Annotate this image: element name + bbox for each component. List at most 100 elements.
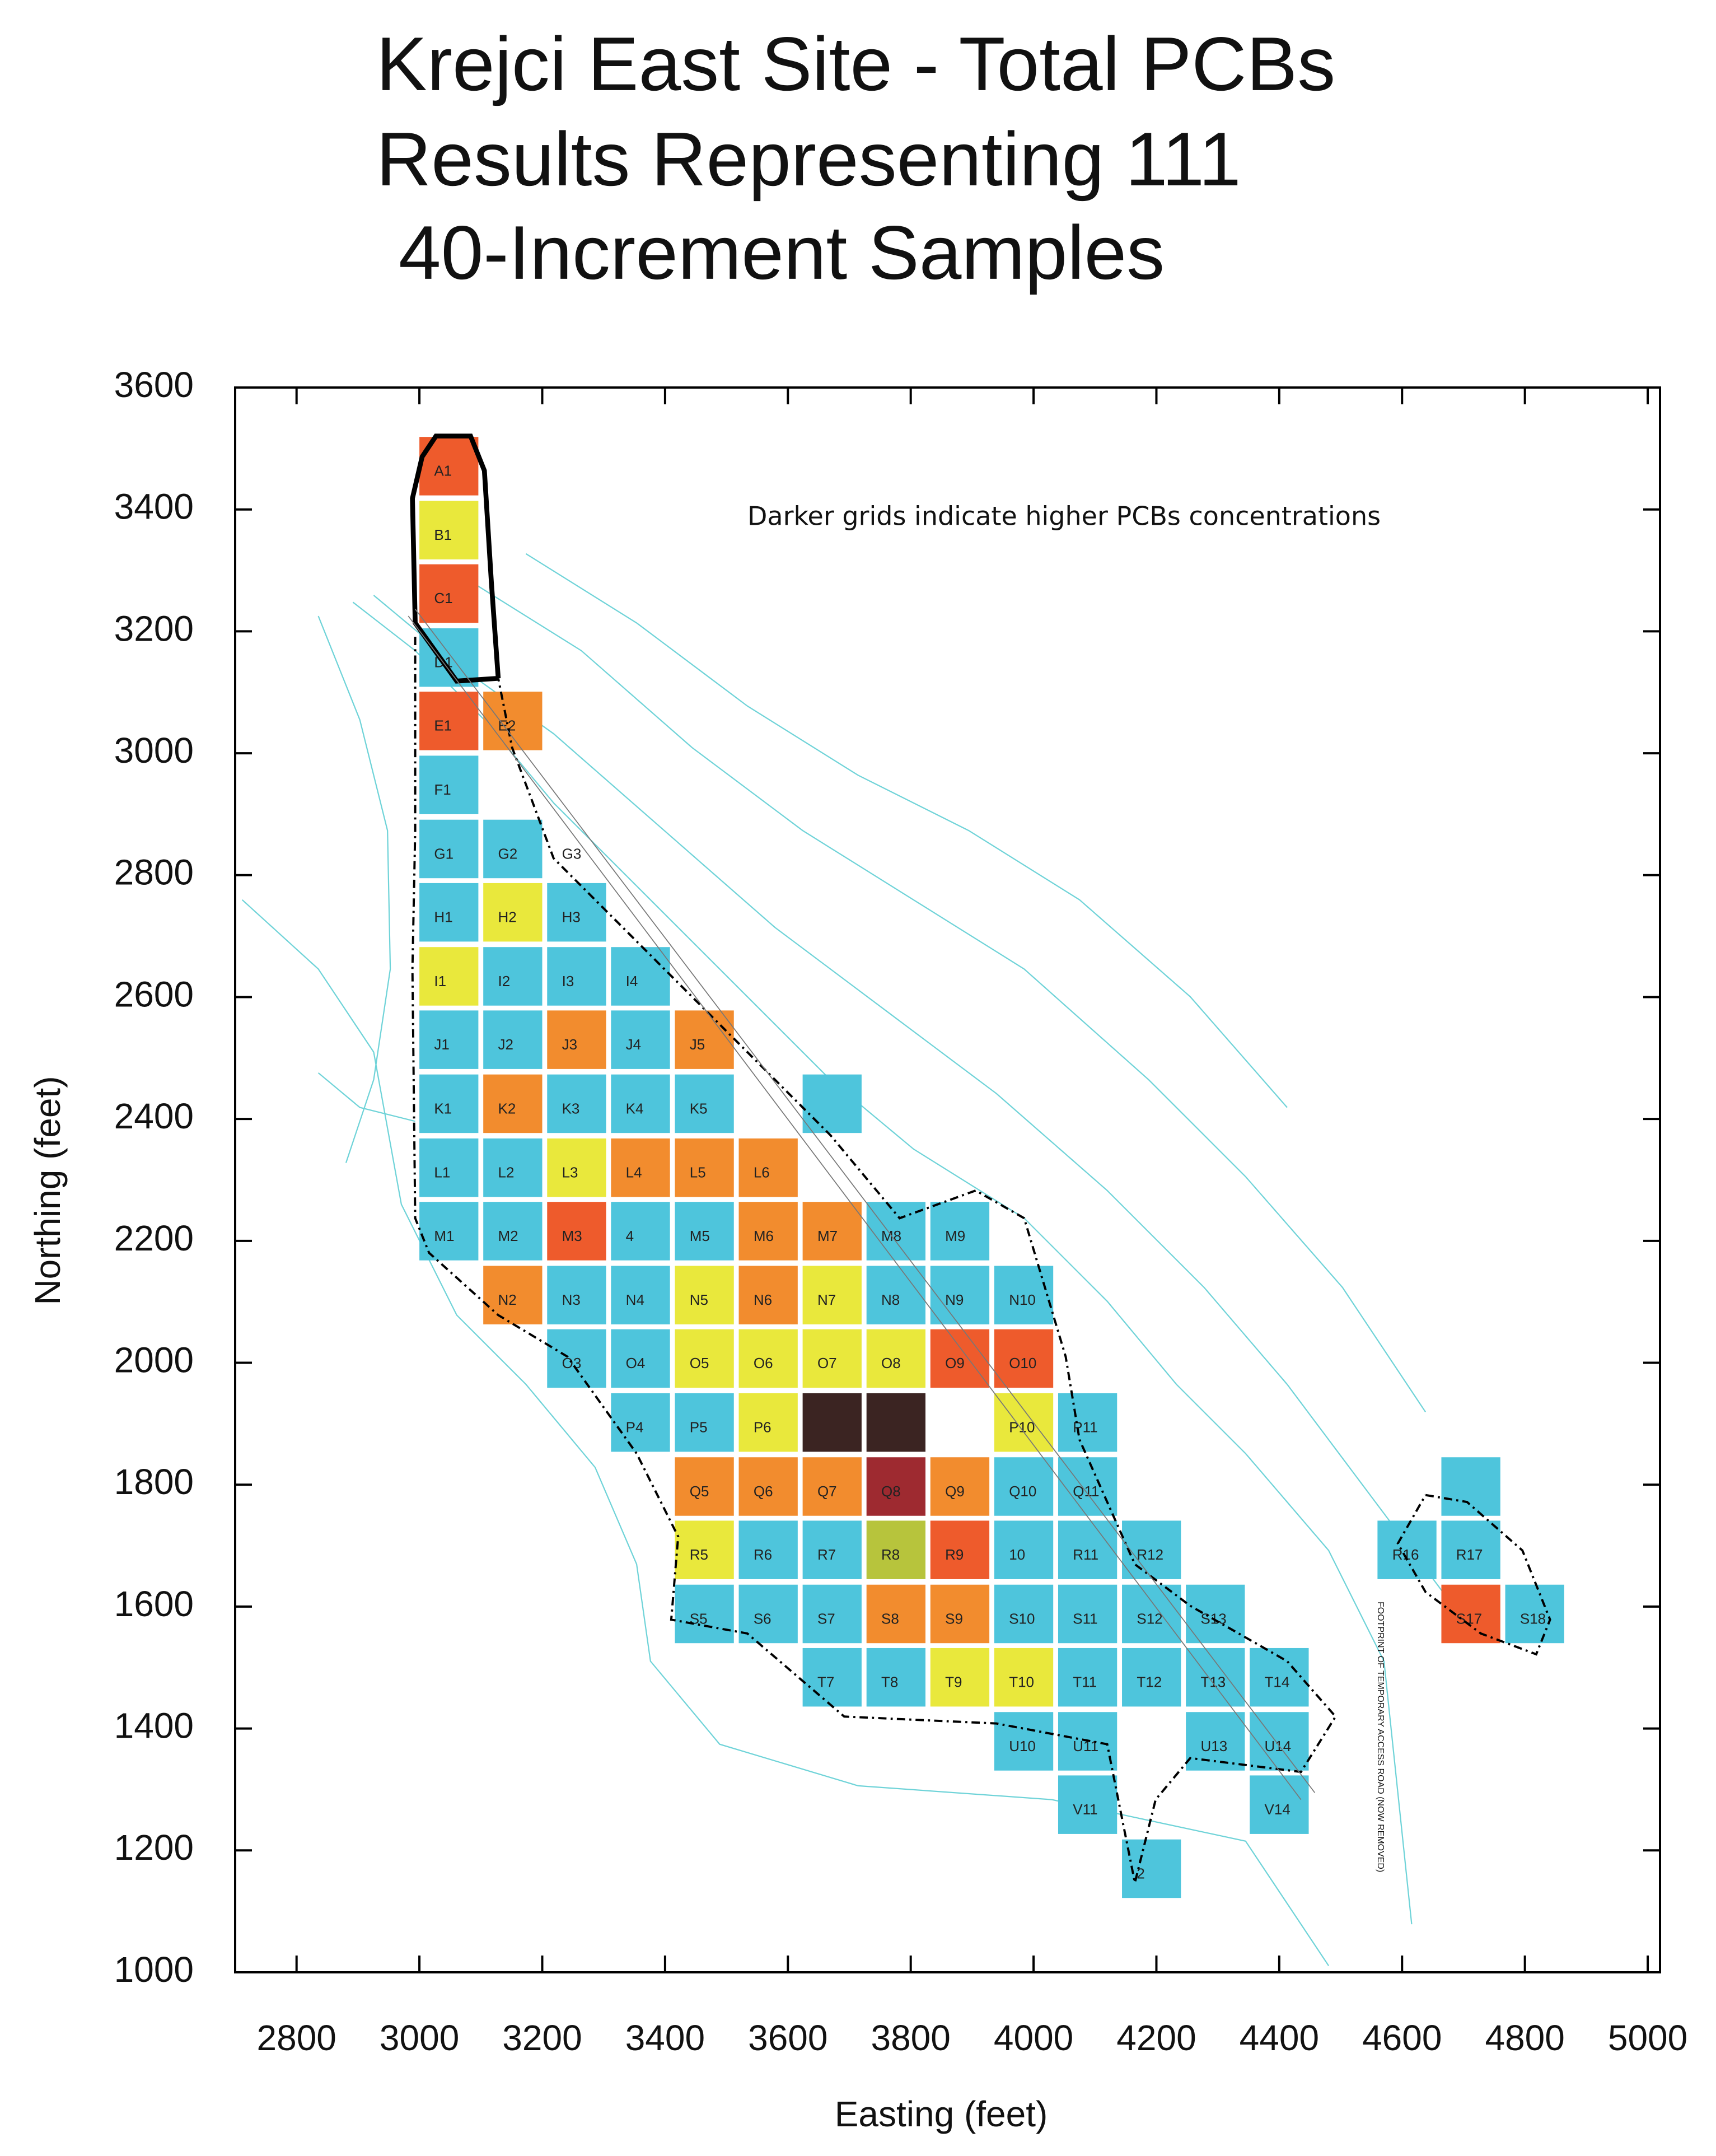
y-tick-label: 3400: [114, 487, 194, 527]
grid-cell: [419, 947, 479, 1006]
x-tick-label: 3000: [380, 2018, 459, 2058]
grid-cell: [1122, 1648, 1181, 1707]
cell-label: Q6: [754, 1483, 773, 1500]
cell-label: T8: [881, 1674, 898, 1691]
grid-cell: [802, 1266, 862, 1324]
contour: [317, 615, 391, 1163]
cell-label: R17: [1456, 1546, 1483, 1563]
grid-cell: [675, 1457, 734, 1516]
grid-cell: [611, 947, 670, 1006]
axes: 2800 3000 3200 3400 3600 3800 4000 4200 4400 4600…: [114, 365, 1688, 2058]
cell-label: R11: [1073, 1546, 1098, 1563]
x-tick-label: 4600: [1362, 2018, 1442, 2058]
cell-label: Q9: [945, 1483, 965, 1500]
grid-cell: [866, 1266, 926, 1324]
y-axis-label: Northing (feet): [27, 1076, 68, 1305]
cell-label: S6: [754, 1610, 772, 1627]
cell-label: O3: [562, 1355, 582, 1371]
cell-label: S8: [881, 1610, 899, 1627]
grid-cell: [802, 1584, 862, 1644]
x-tick-label: 3800: [871, 2018, 950, 2058]
cell-label: Q7: [817, 1483, 837, 1500]
contour: [470, 581, 1427, 1413]
cell-label: S12: [1137, 1610, 1162, 1627]
cell-label: A1: [434, 463, 452, 479]
grid-cell: [738, 1329, 798, 1388]
grid-cell: [547, 883, 606, 942]
grid-cell: [1122, 1839, 1181, 1898]
cell-label: O4: [626, 1355, 646, 1371]
grid-cell: [419, 564, 479, 623]
site-outline: [408, 433, 1551, 1883]
cell-label: O10: [1009, 1355, 1036, 1371]
cell-label: E1: [434, 717, 452, 734]
chart-title: 40-Increment Samples: [399, 210, 1165, 295]
grid-cell: [994, 1520, 1054, 1579]
grid-cell: [866, 1457, 926, 1516]
cell-label: B1: [434, 526, 452, 543]
x-axis-label: Easting (feet): [835, 2094, 1048, 2134]
grid-cell: [1058, 1648, 1117, 1707]
grid-cell: [611, 1202, 670, 1261]
grid-cell: [738, 1393, 798, 1452]
x-tick-label: 4400: [1240, 2018, 1319, 2058]
x-tick-label: 5000: [1608, 2018, 1687, 2058]
grid-cell: [547, 1329, 606, 1388]
cell-label: U14: [1265, 1738, 1292, 1754]
y-tick-label: 2800: [114, 852, 194, 893]
grid-cell: [483, 1074, 543, 1133]
cell-label: T11: [1073, 1674, 1097, 1691]
cell-label: S11: [1073, 1610, 1097, 1627]
grid-cell: [419, 755, 479, 814]
cell-label: F1: [434, 781, 451, 798]
grid-cell: [483, 819, 543, 879]
cell-label: T14: [1265, 1674, 1290, 1691]
grid-cell: [1058, 1775, 1117, 1834]
grid-cell: [930, 1266, 990, 1324]
cell-label: L5: [690, 1164, 706, 1181]
grid-cell: [930, 1520, 990, 1579]
cell-label: M7: [817, 1228, 838, 1244]
grid-cell: [994, 1584, 1054, 1644]
cell-label: L4: [626, 1164, 642, 1181]
cell-label: S10: [1009, 1610, 1035, 1627]
cell-label: I2: [498, 973, 511, 990]
y-tick-label: 1000: [114, 1949, 194, 1990]
grid-cell: [419, 883, 479, 942]
cell-label: R12: [1137, 1546, 1163, 1563]
cell-label: U10: [1009, 1738, 1036, 1754]
x-tick-label: 2800: [257, 2018, 336, 2058]
grid-cell: [994, 1648, 1054, 1707]
road-note: FOOTPRINT OF TEMPORARY ACCESS ROAD (NOW …: [1376, 1602, 1385, 1872]
grid-cell: [866, 1393, 926, 1452]
grid-cell: [802, 1202, 862, 1261]
cell-label: K5: [690, 1100, 708, 1117]
cell-label: J2: [498, 1036, 513, 1053]
cell-label: N10: [1009, 1291, 1036, 1308]
cell-label: L2: [498, 1164, 515, 1181]
y-tick-label: 3200: [114, 608, 194, 648]
grid-cell: [802, 1520, 862, 1579]
x-tick-label: 4200: [1116, 2018, 1196, 2058]
grid-cell: [675, 1329, 734, 1388]
cell-label: M9: [945, 1228, 965, 1244]
y-tick-label: 2400: [114, 1096, 194, 1136]
cell-label: K3: [562, 1100, 580, 1117]
cell-label: O6: [754, 1355, 773, 1371]
grid-cell: [547, 1266, 606, 1324]
cell-label: M3: [562, 1228, 582, 1244]
grid-cell: [738, 1457, 798, 1516]
grid-cell: [738, 1202, 798, 1261]
grid-cell: [930, 1329, 990, 1388]
cell-label: I4: [626, 973, 638, 990]
grid-cell: [611, 1329, 670, 1388]
cell-label: P6: [754, 1419, 772, 1436]
grid-cell: [611, 1138, 670, 1197]
cell-label: N6: [754, 1291, 772, 1308]
grid-cell: [611, 1266, 670, 1324]
grid-cell: [547, 1202, 606, 1261]
cell-label: C1: [434, 590, 452, 606]
y-tick-label: 2600: [114, 974, 194, 1014]
